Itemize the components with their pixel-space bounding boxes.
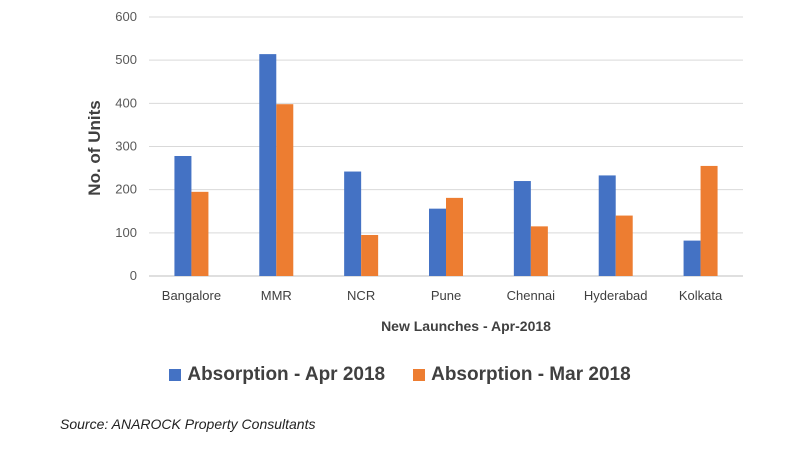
- x-category-label: NCR: [347, 288, 375, 303]
- legend: Absorption - Apr 2018 Absorption - Mar 2…: [0, 362, 800, 388]
- y-tick-label: 100: [115, 225, 137, 240]
- bar-chart: 0 100 200 300 400 500 600 Bangalore MMR NCR Pune C…: [85, 9, 743, 334]
- legend-item-mar-2018: Absorption - Mar 2018: [413, 364, 631, 386]
- bar-bangalore-series-2: [191, 191, 209, 276]
- y-tick-label: 400: [115, 95, 137, 110]
- legend-label-apr-2018: Absorption - Apr 2018: [187, 364, 386, 385]
- x-category-label: MMR: [261, 288, 292, 303]
- legend-label-mar-2018: Absorption - Mar 2018: [431, 364, 631, 385]
- bar-chennai-series-1: [513, 181, 531, 276]
- y-tick-label: 600: [115, 9, 137, 24]
- legend-swatch-apr-2018: [169, 369, 182, 381]
- gridlines: [149, 16, 743, 277]
- y-tick-label: 500: [115, 52, 137, 67]
- x-category-label: Bangalore: [162, 288, 221, 303]
- x-category-label: Hyderabad: [584, 288, 648, 303]
- x-category-label: Chennai: [507, 288, 556, 303]
- bar-pune-series-2: [446, 197, 463, 276]
- bar-ncr-series-1: [344, 171, 362, 276]
- x-category-label: Kolkata: [679, 288, 723, 303]
- y-axis-title: No. of Units: [85, 100, 104, 195]
- y-tick-label: 0: [130, 268, 137, 283]
- bar-pune-series-1: [429, 208, 446, 276]
- y-tick-label: 300: [115, 139, 137, 154]
- bar-bangalore-series-1: [174, 155, 192, 276]
- legend-swatch-mar-2018: [413, 369, 426, 381]
- bars: [174, 54, 718, 277]
- bar-chennai-series-2: [530, 226, 548, 276]
- bar-kolkata-series-2: [700, 165, 718, 276]
- y-axis-ticks: 0 100 200 300 400 500 600: [115, 9, 137, 283]
- bar-ncr-series-2: [361, 234, 379, 276]
- bar-hyderabad-series-2: [615, 215, 633, 276]
- bar-mmr-series-1: [259, 54, 277, 276]
- x-axis-categories: Bangalore MMR NCR Pune Chennai Hyderabad Kolka…: [162, 288, 723, 303]
- x-category-label: Pune: [431, 288, 461, 303]
- source-note: Source: ANAROCK Property Consultants: [60, 416, 316, 432]
- bar-mmr-series-2: [276, 104, 294, 277]
- x-axis-title: New Launches - Apr-2018: [381, 318, 551, 334]
- bar-kolkata-series-1: [683, 240, 701, 276]
- y-tick-label: 200: [115, 182, 137, 197]
- bar-hyderabad-series-1: [598, 175, 616, 276]
- legend-item-apr-2018: Absorption - Apr 2018: [169, 364, 385, 386]
